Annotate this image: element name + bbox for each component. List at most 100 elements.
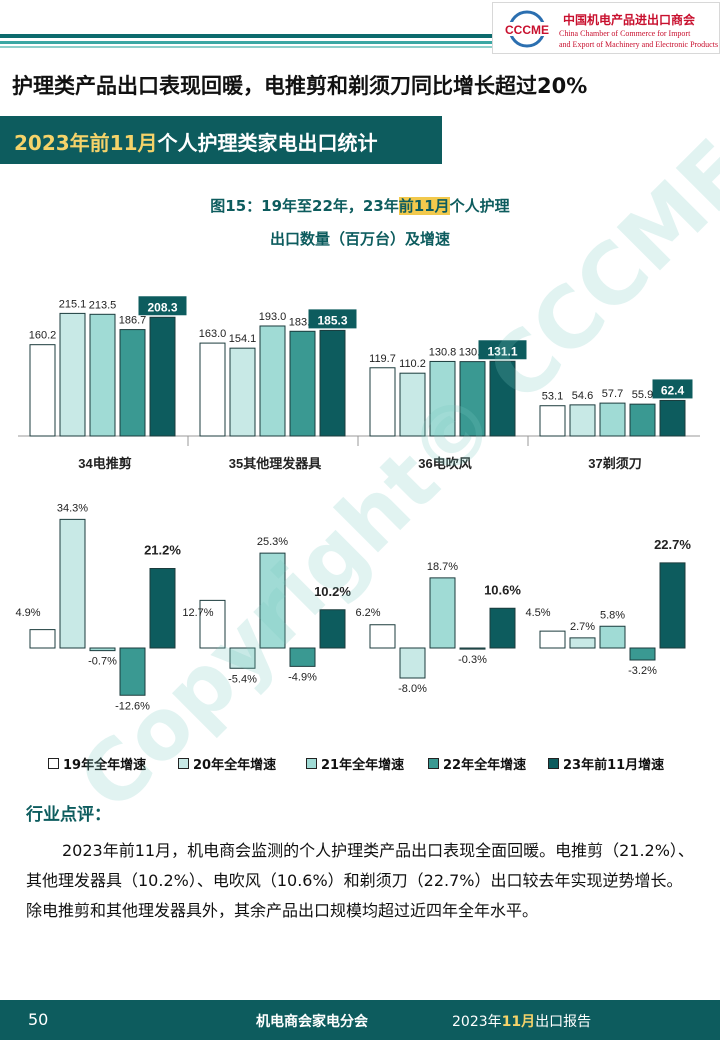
qty-data-label: 193.0: [259, 311, 287, 323]
footer-report-label: 出口报告: [535, 1014, 592, 1030]
section-title-prefix: 2023年前11月: [14, 131, 158, 155]
growth-data-label: 12.7%: [182, 607, 213, 619]
qty-data-label: 131.1: [487, 344, 517, 358]
qty-data-label-bg: [478, 340, 527, 360]
logo-mark-text: CCCME: [505, 23, 549, 37]
qty-data-label-bg: [138, 296, 187, 316]
growth-data-label: 34.3%: [57, 502, 88, 514]
qty-bar: [119, 329, 146, 437]
growth-data-label: 10.6%: [484, 582, 521, 597]
growth-bar: [149, 568, 176, 649]
qty-data-label: 213.5: [89, 299, 117, 311]
growth-bar: [459, 647, 486, 650]
footer-org: 机电商会家电分会: [256, 1014, 368, 1030]
logo-english-line2: and Export of Machinery and Electronic P…: [559, 40, 719, 49]
comment-body: 2023年前11月，机电商会监测的个人护理类产品出口表现全面回暖。电推剪（21.…: [26, 841, 694, 920]
qty-data-label: 62.4: [661, 383, 685, 397]
category-label: 37剃须刀: [588, 456, 641, 471]
growth-data-label: -0.7%: [88, 656, 117, 668]
qty-data-label: 54.6: [572, 390, 593, 402]
growth-data-label: 6.2%: [355, 607, 380, 619]
qty-data-label: 163.0: [199, 328, 227, 340]
growth-data-label: -4.9%: [288, 671, 317, 683]
qty-bar: [369, 367, 396, 437]
section-title: 2023年前11月个人护理类家电出口统计: [14, 127, 378, 156]
qty-data-label: 110.2: [399, 358, 426, 370]
chart-area: 160.2 163.0 119.7 53.1 215.1 154.1 110.2 54.6 21…: [15, 296, 700, 712]
growth-bar: [319, 609, 346, 649]
qty-bar: [89, 313, 116, 437]
growth-bar: [369, 624, 396, 649]
comment-title: 行业点评：: [26, 805, 111, 825]
footer-report: 2023年11月出口报告: [452, 1011, 591, 1031]
qty-bar: [459, 361, 486, 437]
growth-bar: [399, 647, 426, 679]
footer-report-year: 2023年: [452, 1014, 502, 1030]
qty-bar: [29, 344, 56, 437]
qty-data-label: 215.1: [59, 298, 87, 310]
page-headline: 护理类产品出口表现回暖，电推剪和剃须刀同比增长超过20%: [12, 74, 588, 98]
qty-bar: [149, 316, 176, 437]
page-footer: 50 机电商会家电分会 2023年11月出口报告: [0, 1000, 720, 1040]
qty-bar: [659, 399, 686, 437]
qty-data-label: 185.3: [317, 313, 347, 327]
qty-data-label: 55.9: [632, 389, 653, 401]
qty-data-label-bg: [652, 379, 693, 399]
qty-data-label-bg: [308, 309, 357, 329]
growth-data-label: 4.9%: [15, 607, 40, 619]
growth-bar: [569, 637, 596, 649]
growth-bar: [199, 599, 226, 649]
legend-swatch: [548, 758, 559, 769]
growth-data-label: -8.0%: [398, 683, 427, 695]
chart-title-line2: 出口数量（百万台）及增速: [269, 230, 450, 248]
legend-label: 23年前11月增速: [563, 758, 665, 773]
growth-data-label: -0.3%: [458, 654, 487, 666]
header-stripes: [0, 34, 500, 50]
growth-bar: [89, 647, 116, 652]
qty-bar: [319, 329, 346, 437]
growth-bar: [489, 607, 516, 649]
growth-data-label: 18.7%: [427, 561, 458, 573]
qty-bar: [229, 347, 256, 437]
growth-data-label: -3.2%: [628, 665, 657, 677]
growth-data-label: -5.4%: [228, 673, 257, 685]
growth-bar: [599, 625, 626, 649]
legend-swatch: [178, 758, 189, 769]
growth-data-label: 5.8%: [600, 609, 625, 621]
growth-bar: [429, 577, 456, 649]
growth-data-label: 2.7%: [570, 621, 595, 633]
legend-swatch: [306, 758, 317, 769]
category-label: 35其他理发器具: [229, 456, 321, 471]
logo-chinese-name: 中国机电产品进出口商会: [563, 13, 696, 27]
chart-title-part-b: 个人护理: [449, 197, 510, 215]
chart-title-highlight: 前11月: [398, 197, 450, 215]
qty-bar: [629, 403, 656, 437]
cccme-logo: CCCME 中国机电产品进出口商会 China Chamber of Comme…: [492, 2, 720, 54]
growth-bar: [629, 647, 656, 661]
legend-label: 22年全年增速: [443, 758, 527, 773]
qty-bar: [259, 325, 286, 437]
qty-bar: [429, 360, 456, 437]
growth-bar: [289, 647, 316, 667]
growth-bar: [539, 630, 566, 649]
growth-data-label: 4.5%: [525, 607, 550, 619]
qty-data-label: 130.8: [429, 346, 457, 358]
qty-data-label: 154.1: [229, 333, 257, 345]
qty-bar: [289, 330, 316, 437]
qty-data-label: 208.3: [147, 300, 177, 314]
footer-report-month: 11月: [501, 1014, 536, 1030]
chart-title-part-a: 图15：19年至22年，23年: [210, 197, 399, 215]
qty-bar: [59, 312, 86, 437]
qty-bar: [489, 360, 516, 437]
qty-bar: [399, 372, 426, 437]
qty-data-label: 53.1: [542, 391, 563, 403]
legend-label: 21年全年增速: [321, 758, 405, 773]
section-banner: 2023年前11月个人护理类家电出口统计: [0, 116, 442, 164]
growth-data-label: 21.2%: [144, 543, 181, 558]
category-label: 34电推剪: [78, 456, 131, 471]
growth-bar: [259, 552, 286, 649]
category-label: 36电吹风: [418, 456, 471, 471]
page-number: 50: [28, 1010, 49, 1029]
qty-bar: [539, 405, 566, 437]
logo-english-line1: China Chamber of Commerce for Import: [559, 29, 691, 38]
